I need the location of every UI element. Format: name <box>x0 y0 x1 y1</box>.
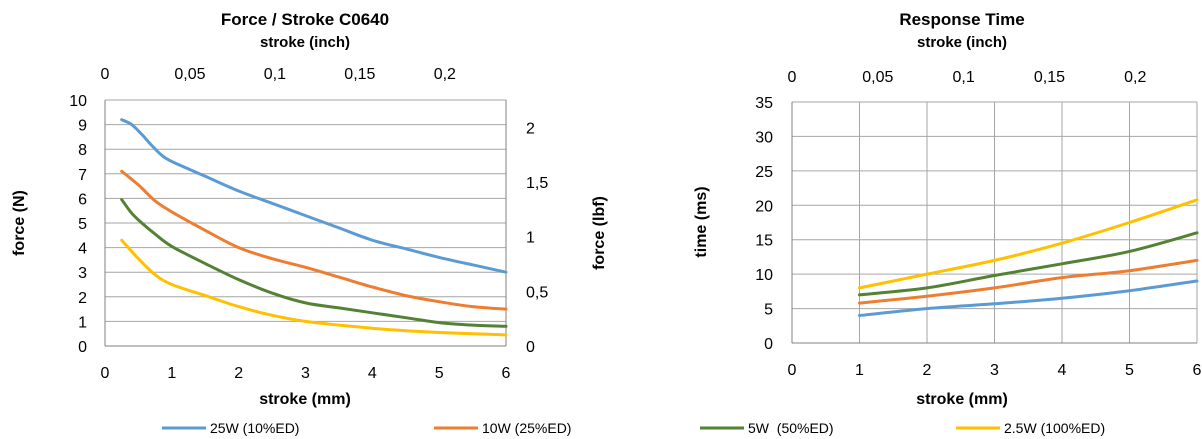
response-x-tick-label: 4 <box>1058 362 1067 379</box>
force-x-tick-label: 2 <box>234 365 243 382</box>
response-y-tick-label: 35 <box>755 95 773 112</box>
response-chart-y-axis-label: time (ms) <box>693 186 710 257</box>
legend-label-10w: 10W (25%ED) <box>482 420 571 436</box>
response-y-tick-label: 0 <box>764 336 773 353</box>
force-inch-tick-label: 0,15 <box>344 66 375 83</box>
force-chart-x-axis-label: stroke (mm) <box>259 391 351 408</box>
force-series-line-2 <box>120 198 508 328</box>
force-y-tick-label: 9 <box>78 118 87 135</box>
force-x-tick-label: 6 <box>502 365 511 382</box>
response-inch-tick-label: 0,2 <box>1124 69 1146 86</box>
force-y2-tick-label: 2 <box>526 120 535 137</box>
response-y-tick-label: 15 <box>755 233 773 250</box>
force-x-tick-label: 5 <box>435 365 444 382</box>
force-y2-tick-label: 1,5 <box>526 175 548 192</box>
legend-label-25w: 25W (10%ED) <box>210 420 299 436</box>
force-y2-tick-label: 1 <box>526 230 535 247</box>
response-inch-tick-label: 0 <box>788 69 797 86</box>
force-y-tick-label: 8 <box>78 142 87 159</box>
response-x-tick-label: 5 <box>1125 362 1134 379</box>
force-inch-tick-label: 0,2 <box>434 66 456 83</box>
response-series-line-3 <box>858 198 1199 290</box>
response-inch-tick-label: 0,05 <box>862 69 893 86</box>
response-chart-inch-axis-label: stroke (inch) <box>917 34 1007 51</box>
response-y-tick-label: 25 <box>755 164 773 181</box>
response-x-tick-label: 6 <box>1193 362 1202 379</box>
force-y-tick-label: 10 <box>69 93 87 110</box>
response-x-tick-label: 3 <box>990 362 999 379</box>
force-inch-tick-label: 0,05 <box>174 66 205 83</box>
force-y-tick-label: 2 <box>78 290 87 307</box>
response-x-tick-label: 0 <box>788 362 797 379</box>
response-y-tick-label: 5 <box>764 302 773 319</box>
force-series-line-0 <box>120 118 508 274</box>
force-y-tick-label: 1 <box>78 314 87 331</box>
force-series-line-3 <box>120 238 508 337</box>
response-chart-title: Response Time <box>899 10 1024 29</box>
force-y-tick-label: 6 <box>78 191 87 208</box>
legend-label-5w: 5W (50%ED) <box>748 420 834 436</box>
response-series-line-2 <box>858 231 1199 297</box>
force-y-tick-label: 3 <box>78 265 87 282</box>
force-x-tick-label: 4 <box>368 365 377 382</box>
response-y-tick-label: 20 <box>755 198 773 215</box>
force-y-tick-label: 4 <box>78 241 87 258</box>
response-inch-tick-label: 0,1 <box>952 69 974 86</box>
force-x-tick-label: 0 <box>101 365 110 382</box>
force-y-tick-label: 0 <box>78 339 87 356</box>
force-x-tick-label: 3 <box>301 365 310 382</box>
response-x-tick-label: 1 <box>855 362 864 379</box>
force-x-tick-label: 1 <box>167 365 176 382</box>
force-chart-title: Force / Stroke C0640 <box>221 10 389 29</box>
force-series-line-1 <box>120 169 508 311</box>
legend: 25W (10%ED) 10W (25%ED) 5W (50%ED) 2.5W … <box>162 420 1105 436</box>
response-series-line-0 <box>858 279 1199 317</box>
force-chart-y-axis-label: force (N) <box>11 190 28 256</box>
force-inch-tick-label: 0,1 <box>264 66 286 83</box>
legend-label-2-5w: 2.5W (100%ED) <box>1004 420 1105 436</box>
response-x-tick-label: 2 <box>923 362 932 379</box>
response-chart-x-axis-label: stroke (mm) <box>916 391 1008 408</box>
force-y2-tick-label: 0,5 <box>526 284 548 301</box>
force-chart-y2-axis-label: force (lbf) <box>591 196 608 270</box>
response-series-line-1 <box>858 258 1199 305</box>
response-y-tick-label: 10 <box>755 267 773 284</box>
force-y-tick-label: 7 <box>78 167 87 184</box>
response-inch-tick-label: 0,15 <box>1034 69 1065 86</box>
force-inch-tick-label: 0 <box>101 66 110 83</box>
response-y-tick-label: 30 <box>755 129 773 146</box>
force-y2-tick-label: 0 <box>526 339 535 356</box>
force-y-tick-label: 5 <box>78 216 87 233</box>
force-chart-inch-axis-label: stroke (inch) <box>260 34 350 51</box>
